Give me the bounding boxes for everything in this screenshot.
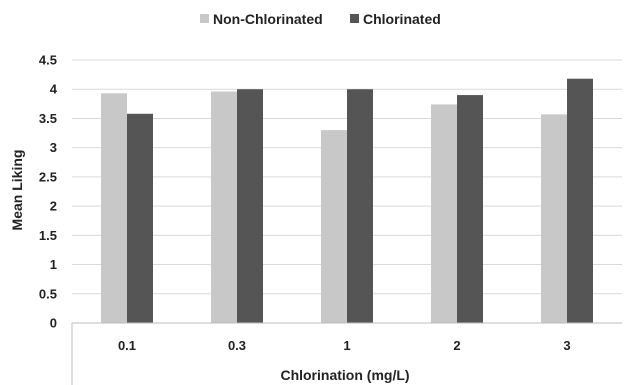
bar-non-chlorinated-0.3 bbox=[211, 91, 237, 323]
x-axis-title: Chlorination (mg/L) bbox=[280, 367, 409, 383]
bar-non-chlorinated-0.1 bbox=[101, 93, 127, 324]
bar-chlorinated-3 bbox=[567, 78, 593, 323]
x-tick-label: 0.1 bbox=[118, 338, 136, 353]
x-tick-label: 2 bbox=[453, 338, 460, 353]
y-tick-label: 0 bbox=[50, 316, 57, 331]
bar-chlorinated-1 bbox=[347, 89, 373, 323]
y-axis-title: Mean Liking bbox=[9, 150, 25, 231]
legend-label-non-chlorinated: Non-Chlorinated bbox=[213, 11, 323, 27]
y-tick-label: 1 bbox=[50, 257, 57, 272]
y-tick-label: 4 bbox=[50, 82, 58, 97]
x-tick-label: 0.3 bbox=[228, 338, 246, 353]
legend-label-chlorinated: Chlorinated bbox=[363, 11, 441, 27]
axes bbox=[71, 322, 622, 385]
y-tick-label: 0.5 bbox=[39, 286, 57, 301]
y-tick-label: 3 bbox=[50, 140, 57, 155]
legend-swatch-chlorinated bbox=[350, 14, 359, 23]
x-axis-ticks: 0.1 0.3 1 2 3 bbox=[118, 338, 571, 353]
bar-chlorinated-0.3 bbox=[237, 89, 263, 323]
y-tick-label: 1.5 bbox=[39, 228, 57, 243]
y-tick-label: 2 bbox=[50, 199, 57, 214]
y-axis-ticks: 0 0.5 1 1.5 2 2.5 3 3.5 4 4.5 bbox=[39, 53, 58, 331]
bars bbox=[101, 78, 593, 324]
legend-swatch-non-chlorinated bbox=[200, 14, 209, 23]
x-tick-label: 1 bbox=[343, 338, 350, 353]
y-tick-label: 2.5 bbox=[39, 169, 57, 184]
bar-chlorinated-2 bbox=[457, 95, 483, 323]
y-tick-label: 4.5 bbox=[39, 53, 57, 68]
legend: Non-Chlorinated Chlorinated bbox=[200, 11, 441, 27]
bar-chlorinated-0.1 bbox=[127, 113, 153, 323]
bar-non-chlorinated-1 bbox=[321, 130, 347, 323]
bar-non-chlorinated-3 bbox=[541, 114, 567, 323]
y-tick-label: 3.5 bbox=[39, 111, 57, 126]
x-tick-label: 3 bbox=[563, 338, 570, 353]
bar-non-chlorinated-2 bbox=[431, 104, 457, 323]
